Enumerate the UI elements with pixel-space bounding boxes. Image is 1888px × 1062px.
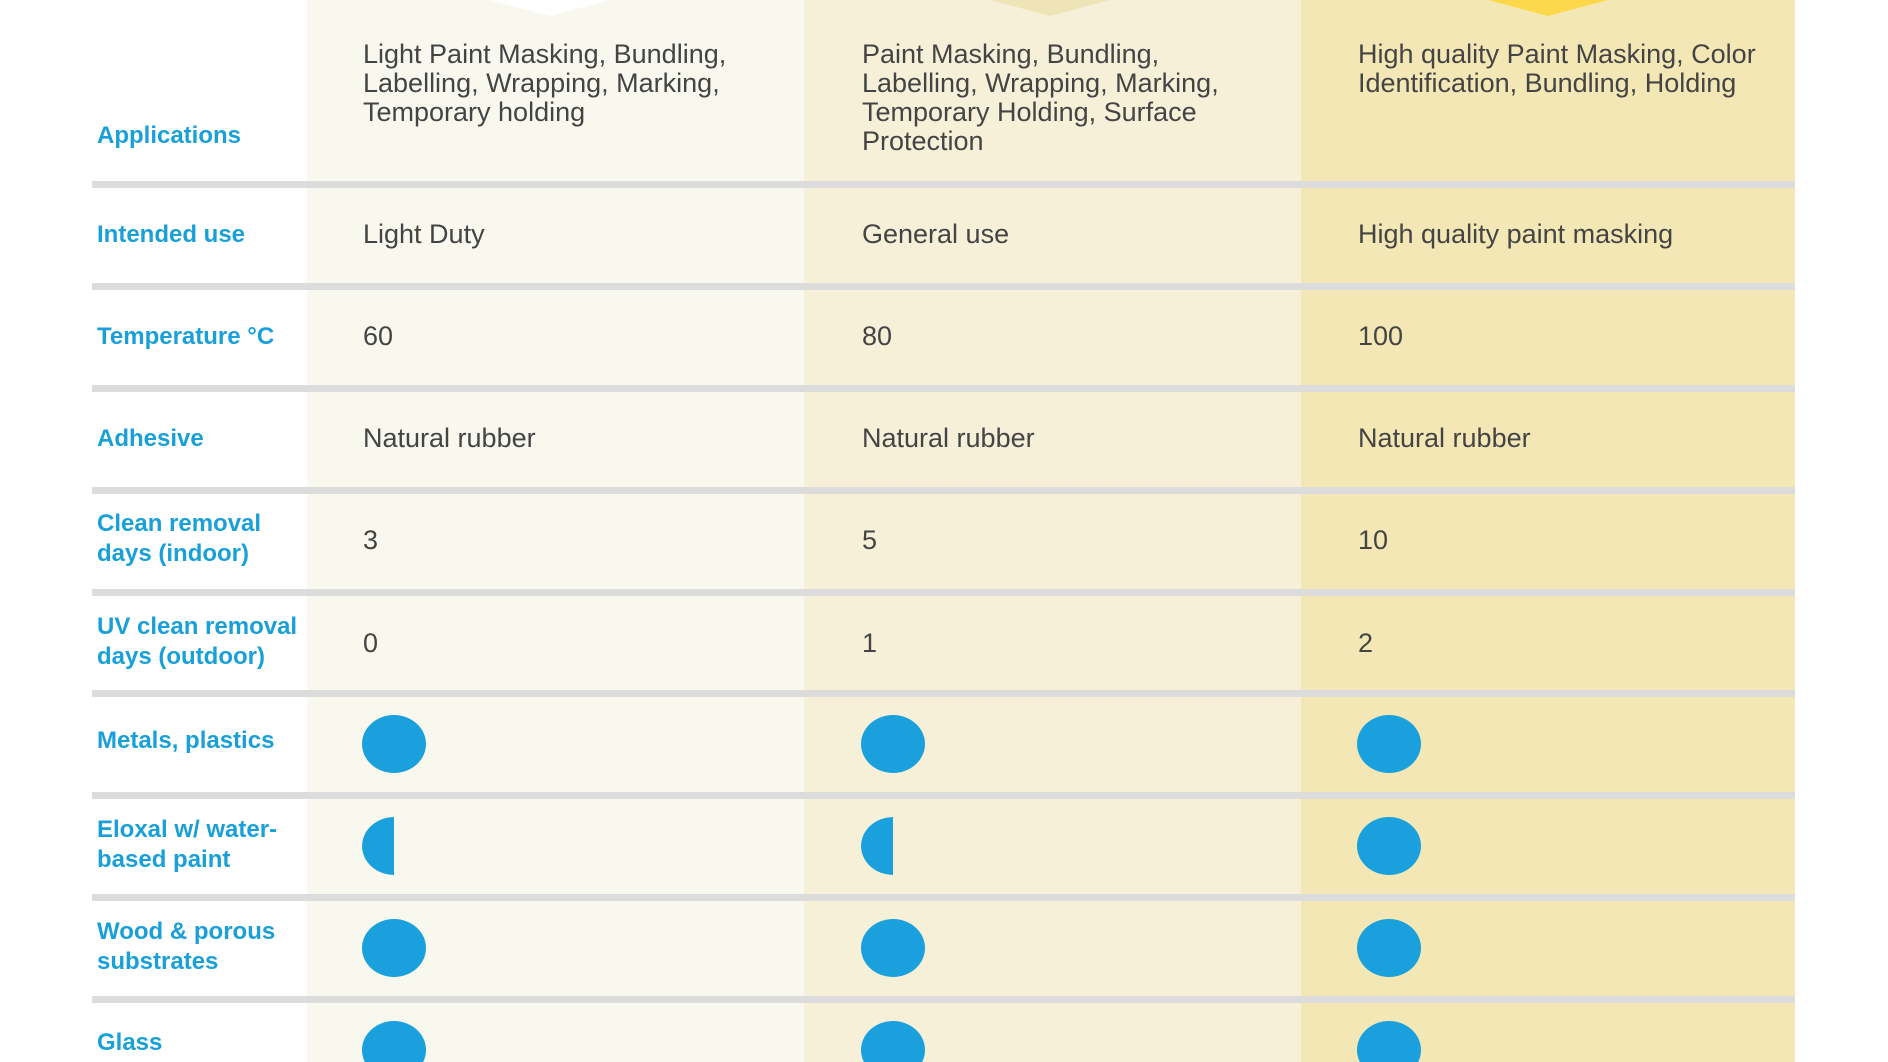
row-label-eloxal: Eloxal w/ water-based paint <box>97 816 278 873</box>
half-circle-rating-icon <box>861 817 925 875</box>
full-circle-rating-icon <box>362 1021 426 1062</box>
column-2-header-notch <box>990 0 1110 16</box>
full-circle-rating-icon <box>1357 715 1421 773</box>
row-label-clean-removal-indoor: Clean removal days (indoor) <box>97 510 262 567</box>
full-circle-rating-icon <box>1357 919 1421 977</box>
row-divider <box>92 181 1795 188</box>
full-circle-rating-icon <box>362 919 426 977</box>
column-3-header-notch <box>1488 0 1608 16</box>
row-divider <box>92 589 1795 596</box>
full-circle-rating-icon <box>1357 1021 1421 1062</box>
intended-use-col-1: Light Duty <box>363 219 485 249</box>
column-1-header-notch <box>490 0 610 16</box>
full-circle-rating-icon <box>1357 817 1421 875</box>
row-divider <box>92 385 1795 392</box>
temperature-col-3: 100 <box>1358 321 1404 351</box>
clean-removal-indoor-col-3: 10 <box>1358 525 1389 555</box>
row-divider <box>92 690 1795 697</box>
row-label-temperature: Temperature °C <box>97 323 275 350</box>
clean-removal-indoor-col-2: 5 <box>862 525 878 555</box>
row-label-wood-porous: Wood & porous substrates <box>97 918 276 975</box>
temperature-col-2: 80 <box>862 321 893 351</box>
adhesive-col-1: Natural rubber <box>363 423 536 453</box>
applications-col-1: Light Paint Masking, Bundling, Labelling… <box>363 39 727 127</box>
half-circle-rating-icon <box>362 817 426 875</box>
uv-clean-removal-col-3: 2 <box>1358 628 1374 658</box>
intended-use-col-2: General use <box>862 219 1010 249</box>
row-divider <box>92 283 1795 290</box>
row-label-metals-plastics: Metals, plastics <box>97 727 275 754</box>
column-2-background <box>804 0 1301 1062</box>
row-divider <box>92 894 1795 901</box>
row-label-uv-clean-removal-outdoor: UV clean removal days (outdoor) <box>97 613 298 670</box>
full-circle-rating-icon <box>861 715 925 773</box>
adhesive-col-3: Natural rubber <box>1358 423 1531 453</box>
adhesive-col-2: Natural rubber <box>862 423 1035 453</box>
row-label-glass: Glass <box>97 1029 163 1056</box>
row-divider <box>92 487 1795 494</box>
uv-clean-removal-col-1: 0 <box>363 628 379 658</box>
row-divider <box>92 996 1795 1003</box>
uv-clean-removal-col-2: 1 <box>862 628 878 658</box>
full-circle-rating-icon <box>362 715 426 773</box>
column-3-background <box>1301 0 1795 1062</box>
full-circle-rating-icon <box>861 1021 925 1062</box>
full-circle-rating-icon <box>861 919 925 977</box>
row-label-adhesive: Adhesive <box>97 425 204 452</box>
applications-col-2: Paint Masking, Bundling, Labelling, Wrap… <box>862 39 1219 156</box>
row-label-intended-use: Intended use <box>97 221 246 248</box>
intended-use-col-3: High quality paint masking <box>1358 219 1674 249</box>
column-1-background <box>307 0 804 1062</box>
row-label-applications: Applications <box>97 122 242 149</box>
row-divider <box>92 792 1795 799</box>
applications-col-3: High quality Paint Masking, Color Identi… <box>1358 39 1756 98</box>
clean-removal-indoor-col-1: 3 <box>363 525 379 555</box>
temperature-col-1: 60 <box>363 321 394 351</box>
